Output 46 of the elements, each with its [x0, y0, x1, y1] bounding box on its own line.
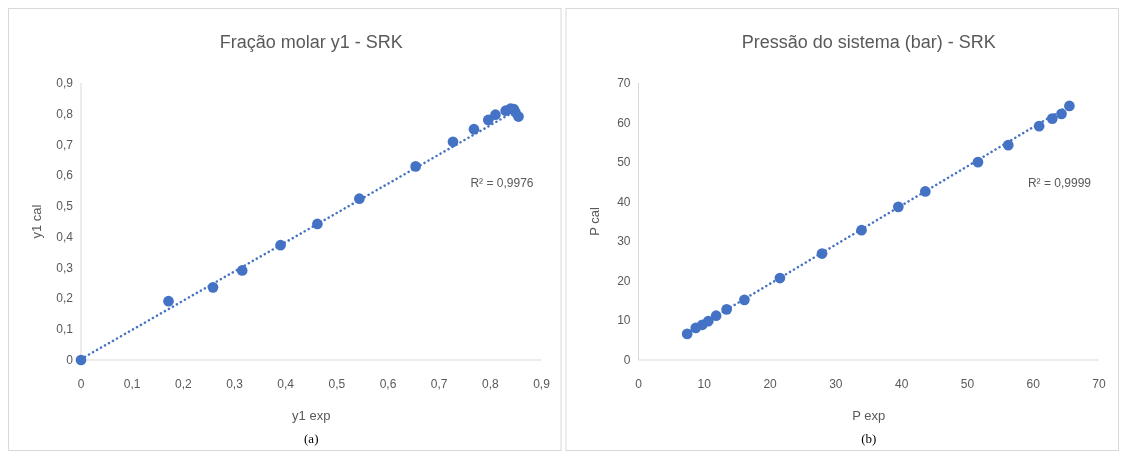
x-axis-title: y1 exp — [292, 408, 331, 423]
y-tick-label: 60 — [617, 115, 631, 130]
x-tick-label: 0,8 — [481, 377, 499, 391]
x-tick-label: 70 — [1092, 377, 1106, 391]
x-tick-label: 0,9 — [533, 377, 551, 391]
x-tick-label: 0,3 — [226, 377, 244, 391]
y-tick-label: 0,4 — [56, 229, 74, 244]
y-tick-label: 0,8 — [56, 106, 74, 121]
y-tick-label: 30 — [617, 234, 631, 249]
y-tick-label: 0 — [66, 353, 74, 367]
chart-title: Fração molar y1 - SRK — [219, 32, 403, 52]
y-tick-label: 0,6 — [56, 168, 74, 183]
x-tick-label: 0,7 — [430, 377, 448, 391]
y-tick-label: 0,7 — [56, 137, 74, 152]
y-axis-title: P cal — [586, 207, 602, 236]
annotation: R² = 0,9999 — [1027, 175, 1092, 190]
x-tick-label: 0,2 — [174, 377, 192, 391]
y-tick-label: 10 — [617, 313, 631, 328]
y-tick-label: 0,2 — [56, 291, 74, 306]
x-tick-label: 10 — [697, 377, 712, 391]
x-tick-label: 40 — [894, 377, 909, 391]
x-tick-label: 60 — [1026, 377, 1041, 391]
x-tick-label: 20 — [763, 377, 778, 391]
chart-title: Pressão do sistema (bar) - SRK — [741, 32, 996, 52]
x-tick-label: 0,6 — [379, 377, 397, 391]
x-tick-label: 0,1 — [123, 377, 141, 391]
x-axis-title: P exp — [852, 408, 886, 423]
y-tick-label: 20 — [617, 273, 631, 288]
text: (a) — [304, 431, 319, 446]
y-tick-label: 40 — [617, 194, 631, 209]
y-tick-label: 0 — [623, 353, 631, 367]
y-tick-label: 0,3 — [56, 260, 74, 275]
y-tick-label: 50 — [617, 155, 631, 170]
text: (b) — [861, 431, 877, 446]
x-tick-label: 0 — [77, 377, 85, 391]
y-axis-title: y1 cal — [29, 204, 44, 239]
y-tick-label: 70 — [617, 76, 631, 90]
x-tick-label: 0 — [635, 377, 643, 391]
y-tick-label: 0,5 — [56, 199, 74, 214]
x-tick-label: 0,5 — [328, 377, 346, 391]
x-tick-label: 50 — [960, 377, 975, 391]
y-tick-label: 0,9 — [56, 76, 74, 90]
y-tick-label: 0,1 — [56, 322, 74, 337]
annotation: R² = 0,9976 — [470, 175, 534, 190]
x-tick-label: 30 — [829, 377, 843, 391]
x-tick-label: 0,4 — [277, 377, 295, 391]
